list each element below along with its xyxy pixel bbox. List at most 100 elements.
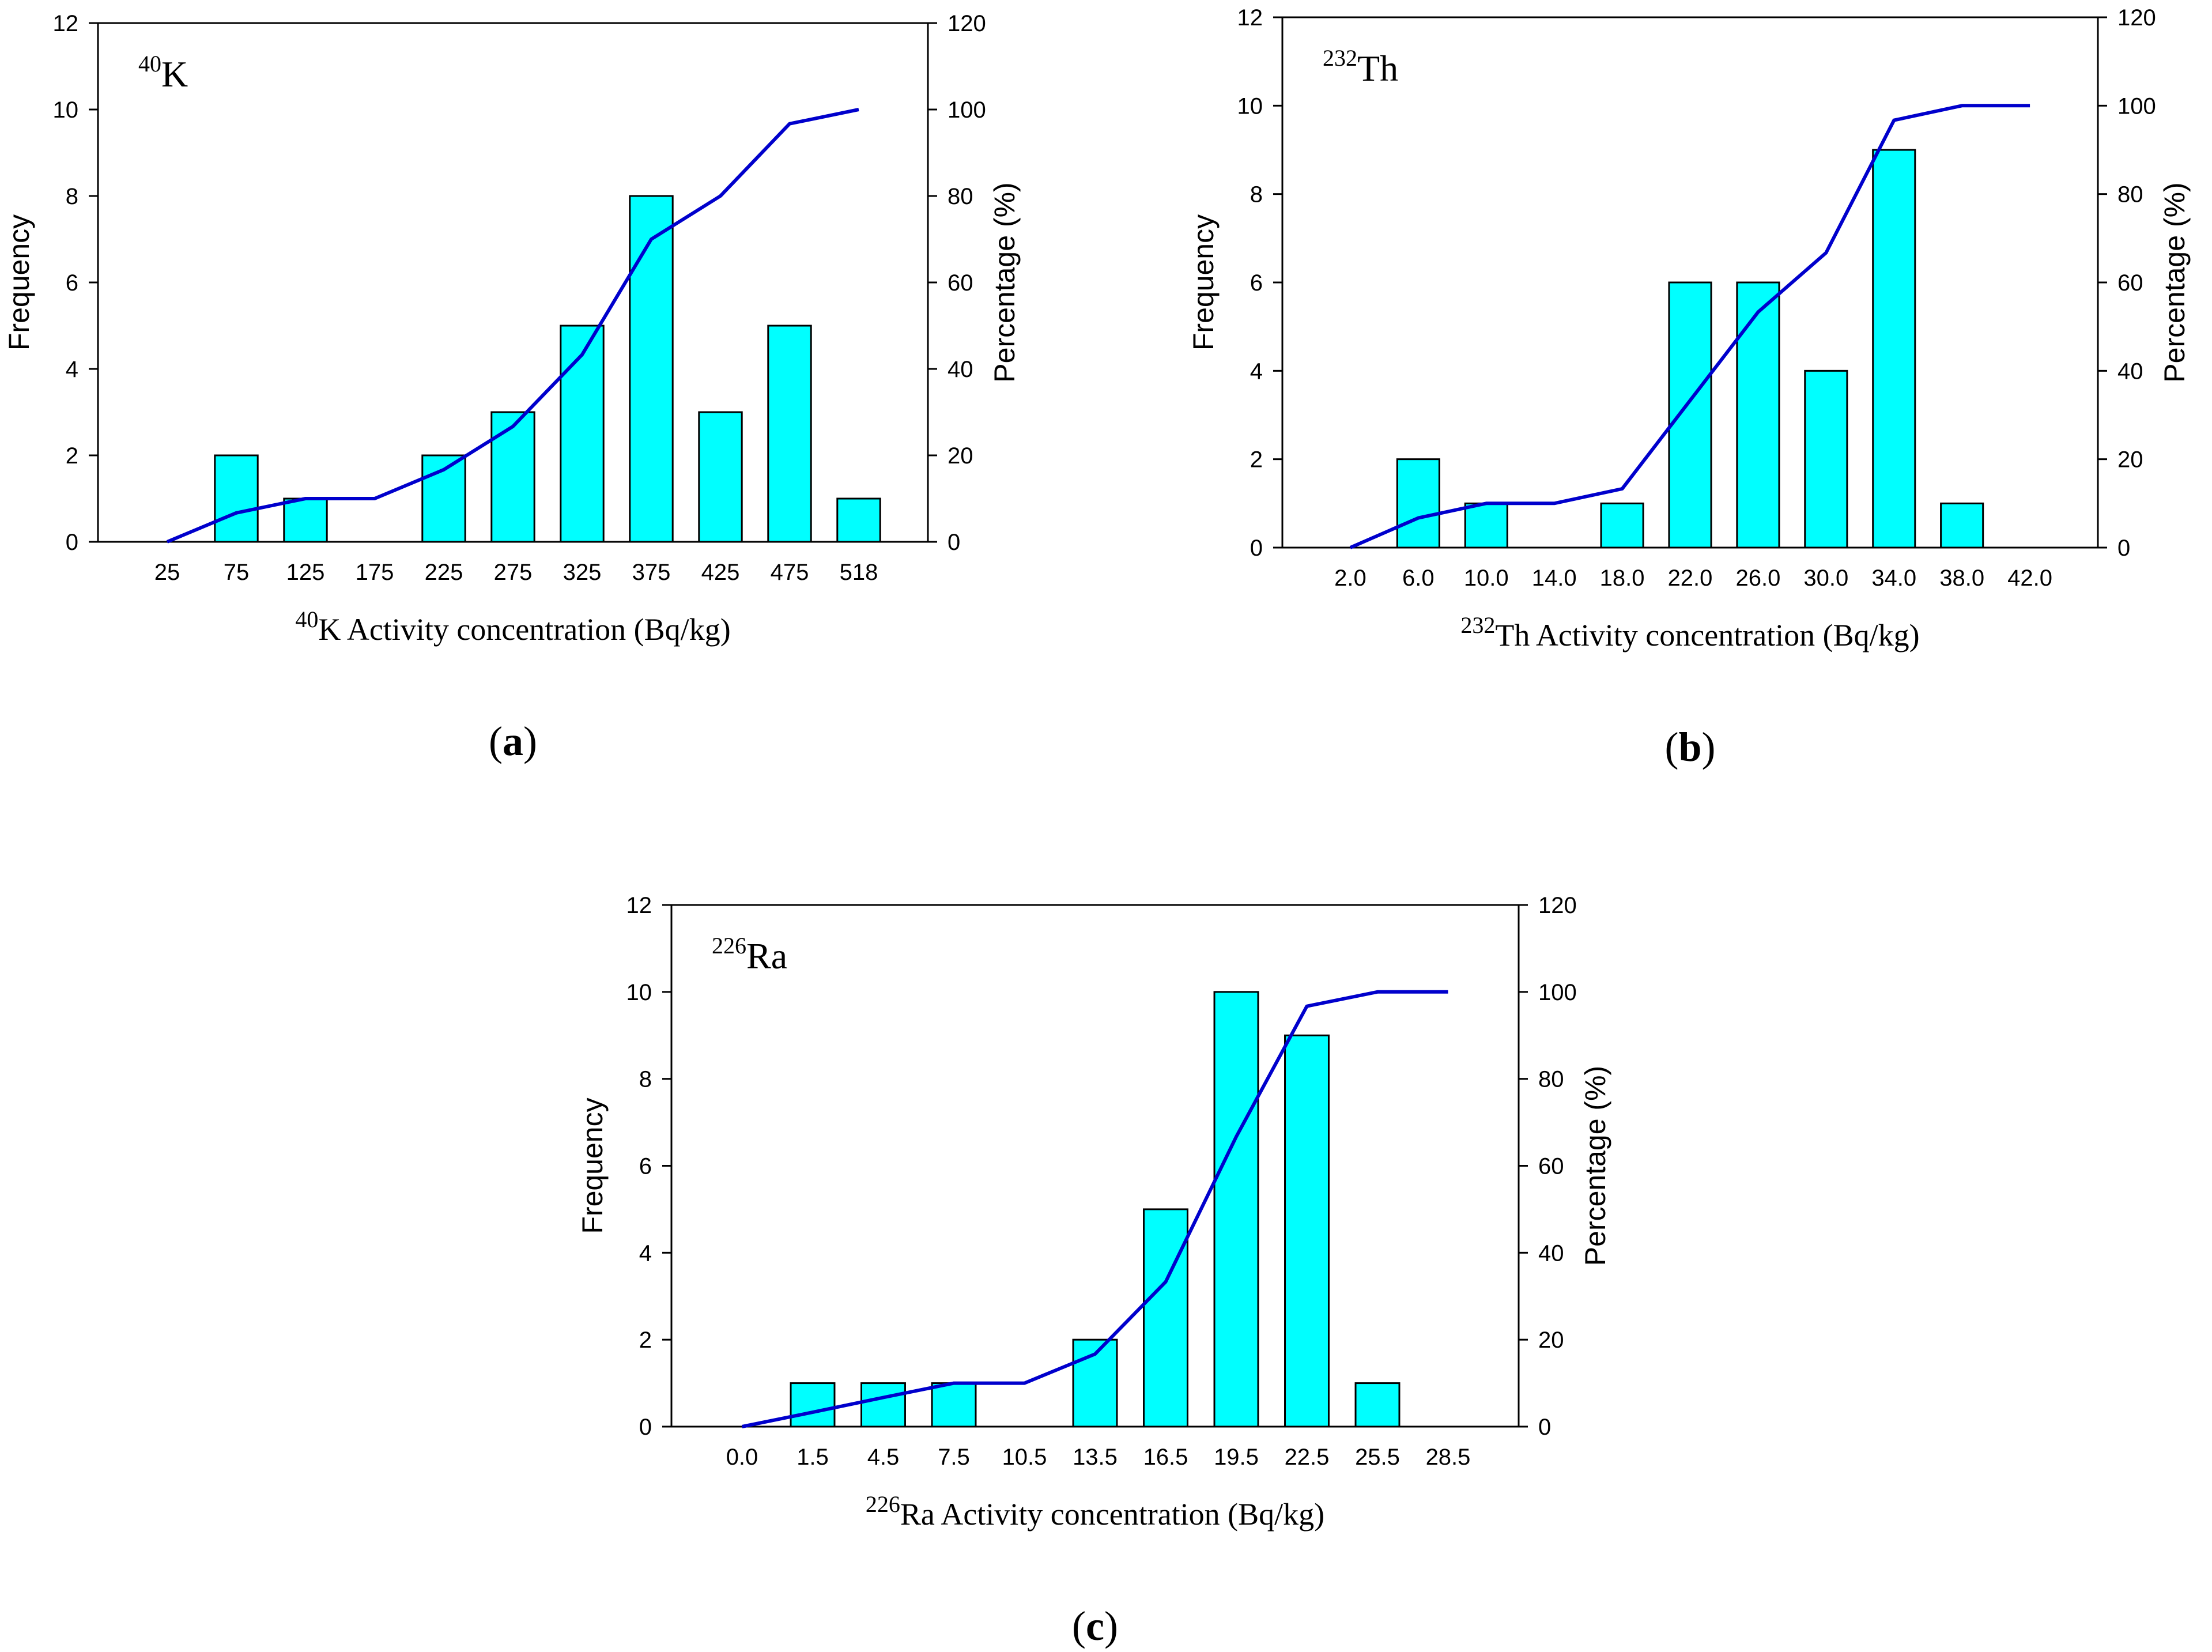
x-tick-label: 42.0 (2007, 565, 2052, 591)
x-tick-label: 10.5 (1002, 1444, 1047, 1470)
y-tick-label-right: 80 (1538, 1067, 1564, 1092)
x-axis-label-text: Ra Activity concentration (Bq/kg) (900, 1497, 1324, 1532)
isotope-tag-mass: 232 (1323, 45, 1357, 71)
x-tick-label: 34.0 (1871, 565, 1916, 591)
bar (931, 1382, 977, 1428)
y-tick-label-right: 40 (1538, 1240, 1564, 1266)
y-tick-label-left: 8 (1250, 182, 1263, 208)
x-tick-label: 225 (425, 560, 463, 585)
chart-panel-b: 232Th Activity concentration (Bq/kg) Fre… (1187, 5, 2191, 770)
panel-label-close: ) (1702, 724, 1716, 770)
panel-label-letter: b (1678, 724, 1701, 770)
y-axis-label-right-a: Percentage (%) (988, 182, 1021, 382)
y-tick-label-right: 100 (1538, 980, 1577, 1005)
y-tick-label-left: 0 (1250, 535, 1263, 561)
bar (283, 497, 328, 543)
y-tick-label-left: 10 (1237, 93, 1263, 119)
y-tick-label-right: 20 (948, 443, 973, 469)
x-tick-label: 6.0 (1402, 565, 1435, 591)
bar (560, 325, 605, 543)
y-tick-label-right: 100 (948, 97, 986, 123)
y-tick-label-right: 80 (2117, 182, 2143, 208)
y-tick-label-left: 6 (1250, 270, 1263, 296)
x-tick-label: 22.0 (1668, 565, 1713, 591)
x-tick-label: 10.0 (1464, 565, 1509, 591)
isotope-tag-c: 226Ra (712, 933, 787, 976)
x-tick-label: 25.5 (1355, 1444, 1400, 1470)
y-tick-label-left: 12 (53, 11, 79, 36)
y-tick-label-right: 60 (2117, 270, 2143, 296)
y-tick-label-right: 60 (1538, 1154, 1564, 1179)
x-axis-label-sup: 232 (1460, 612, 1495, 638)
y-tick-label-right: 40 (2117, 359, 2143, 384)
x-tick-label: 25 (154, 560, 180, 585)
cumulative-line (1349, 104, 2030, 549)
x-tick-label: 28.5 (1426, 1444, 1471, 1470)
bar (1804, 369, 1848, 549)
x-tick-label: 0.0 (726, 1444, 758, 1470)
panel-label-c: (c) (1072, 1603, 1118, 1649)
y-tick-label-right: 120 (1538, 893, 1577, 918)
y-tick-label-left: 8 (66, 184, 78, 209)
panel-label-open: ( (489, 718, 503, 764)
bar (790, 1382, 836, 1428)
y-tick-label-right: 0 (1538, 1415, 1551, 1440)
x-tick-label: 1.5 (797, 1444, 829, 1470)
bar (1668, 281, 1712, 549)
isotope-tag-symbol: K (161, 54, 188, 95)
y-tick-label-right: 20 (1538, 1327, 1564, 1353)
isotope-tag-symbol: Th (1357, 48, 1398, 89)
x-tick-label: 2.0 (1334, 565, 1367, 591)
x-tick-label: 4.5 (867, 1444, 900, 1470)
x-tick-label: 75 (224, 560, 250, 585)
chart-panel-c: 226Ra Activity concentration (Bq/kg) Fre… (576, 893, 1611, 1649)
x-tick-label: 125 (286, 560, 325, 585)
y-tick-label-left: 2 (639, 1327, 652, 1353)
panel-label-open: ( (1664, 724, 1678, 770)
x-tick-label: 375 (632, 560, 671, 585)
chart-panel-a: 40K Activity concentration (Bq/kg) Frequ… (3, 11, 1021, 764)
y-axis-label-left-b: Frequency (1187, 214, 1220, 350)
x-tick-label: 518 (840, 560, 878, 585)
y-tick-label-left: 6 (639, 1154, 652, 1179)
y-tick-label-right: 0 (948, 530, 960, 555)
panel-label-a: (a) (489, 718, 537, 764)
x-axis-label-b: 232Th Activity concentration (Bq/kg) (1460, 612, 1919, 652)
cumulative-line (166, 108, 859, 544)
bar (1736, 281, 1780, 549)
y-tick-label-left: 0 (639, 1415, 652, 1440)
panel-label-open: ( (1072, 1603, 1086, 1649)
x-tick-label: 18.0 (1600, 565, 1645, 591)
bar (490, 411, 535, 543)
y-tick-label-left: 12 (626, 893, 652, 918)
y-tick-label-left: 2 (1250, 447, 1263, 473)
y-tick-label-right: 120 (2117, 5, 2156, 31)
x-tick-label: 38.0 (1939, 565, 1984, 591)
y-tick-label-right: 60 (948, 270, 973, 296)
x-tick-label: 475 (771, 560, 809, 585)
x-axis-label-a: 40K Activity concentration (Bq/kg) (295, 606, 730, 647)
bar (214, 454, 259, 543)
bar (767, 325, 812, 543)
bar (1143, 1208, 1188, 1428)
bar (836, 497, 881, 543)
x-tick-label: 13.5 (1073, 1444, 1118, 1470)
cumulative-line (741, 990, 1448, 1428)
bar (629, 195, 674, 543)
bar (1396, 458, 1440, 549)
y-tick-label-left: 10 (53, 97, 79, 123)
x-tick-label: 325 (563, 560, 602, 585)
bar (1940, 502, 1984, 549)
bar (1464, 502, 1508, 549)
isotope-tag-symbol: Ra (746, 936, 787, 976)
y-axis-label-right-b: Percentage (%) (2158, 182, 2191, 382)
panel-label-letter: a (503, 718, 523, 764)
x-tick-label: 7.5 (938, 1444, 970, 1470)
x-tick-label: 19.5 (1214, 1444, 1259, 1470)
y-tick-label-right: 80 (948, 184, 973, 209)
x-tick-label: 425 (701, 560, 740, 585)
x-axis-label-sup: 226 (866, 1491, 900, 1517)
x-tick-label: 16.5 (1143, 1444, 1188, 1470)
panel-label-b: (b) (1664, 724, 1715, 770)
isotope-tag-mass: 40 (138, 51, 161, 77)
